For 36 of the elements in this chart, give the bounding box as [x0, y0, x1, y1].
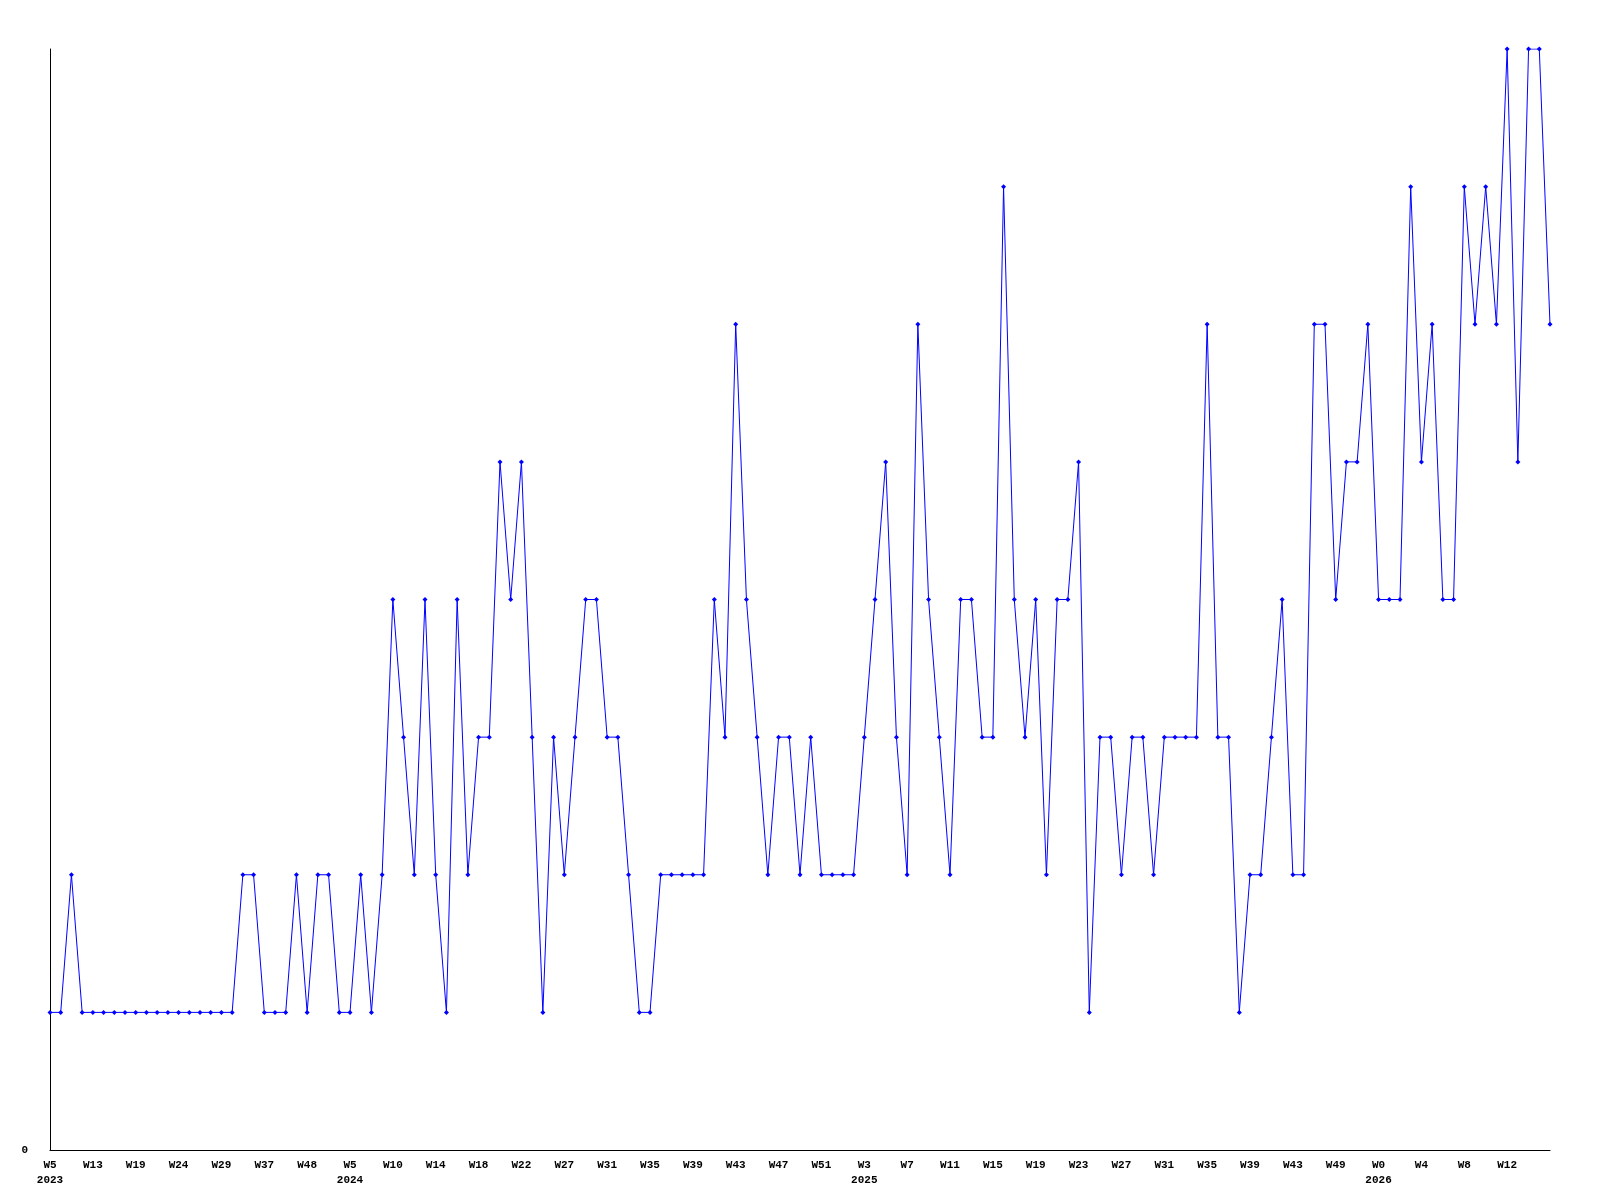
x-tick-label: W18	[468, 1158, 489, 1171]
x-tick-label: W37	[254, 1158, 275, 1171]
x-tick-label: W27	[554, 1158, 575, 1171]
x-tick-label: W19	[125, 1158, 146, 1171]
x-tick-label: W19	[1025, 1158, 1046, 1171]
x-tick-label: W35	[640, 1158, 661, 1171]
x-tick-label: W48	[297, 1158, 318, 1171]
x-tick-label: W24	[168, 1158, 189, 1171]
x-tick-label: W7	[900, 1158, 914, 1171]
x-tick-label: W29	[211, 1158, 232, 1171]
x-tick-label: W43	[725, 1158, 747, 1171]
x-tick-label: W8	[1457, 1158, 1472, 1171]
x-tick-label: W31	[1154, 1158, 1175, 1171]
text: 0	[21, 1144, 28, 1156]
x-tick-label: W5 2023	[36, 1158, 64, 1186]
x-tick-label: W35	[1197, 1158, 1218, 1171]
x-tick-label: W10	[382, 1158, 403, 1171]
x-tick-label: W0 2026	[1365, 1158, 1392, 1186]
x-tick-label: W5 2024	[336, 1158, 364, 1186]
x-tick-label: W3 2025	[851, 1158, 878, 1186]
x-tick-label: W11	[940, 1158, 961, 1171]
x-tick-label: W47	[768, 1158, 789, 1171]
x-tick-label: W39	[682, 1158, 703, 1171]
x-tick-label: W49	[1325, 1158, 1346, 1171]
x-tick-label: W22	[511, 1158, 532, 1171]
x-tick-label: W13	[82, 1158, 104, 1171]
x-tick-label: W4	[1414, 1158, 1429, 1171]
x-tick-label: W43	[1282, 1158, 1304, 1171]
x-tick-label: W15	[982, 1158, 1004, 1171]
x-tick-label: W39	[1240, 1158, 1260, 1171]
x-tick-label: W51	[811, 1158, 832, 1171]
x-tick-label: W23	[1068, 1158, 1089, 1171]
x-tick-label: W12	[1497, 1158, 1518, 1171]
x-tick-label: W14	[425, 1158, 447, 1171]
x-tick-label: W27	[1111, 1158, 1132, 1171]
x-tick-label: W31	[597, 1158, 618, 1171]
